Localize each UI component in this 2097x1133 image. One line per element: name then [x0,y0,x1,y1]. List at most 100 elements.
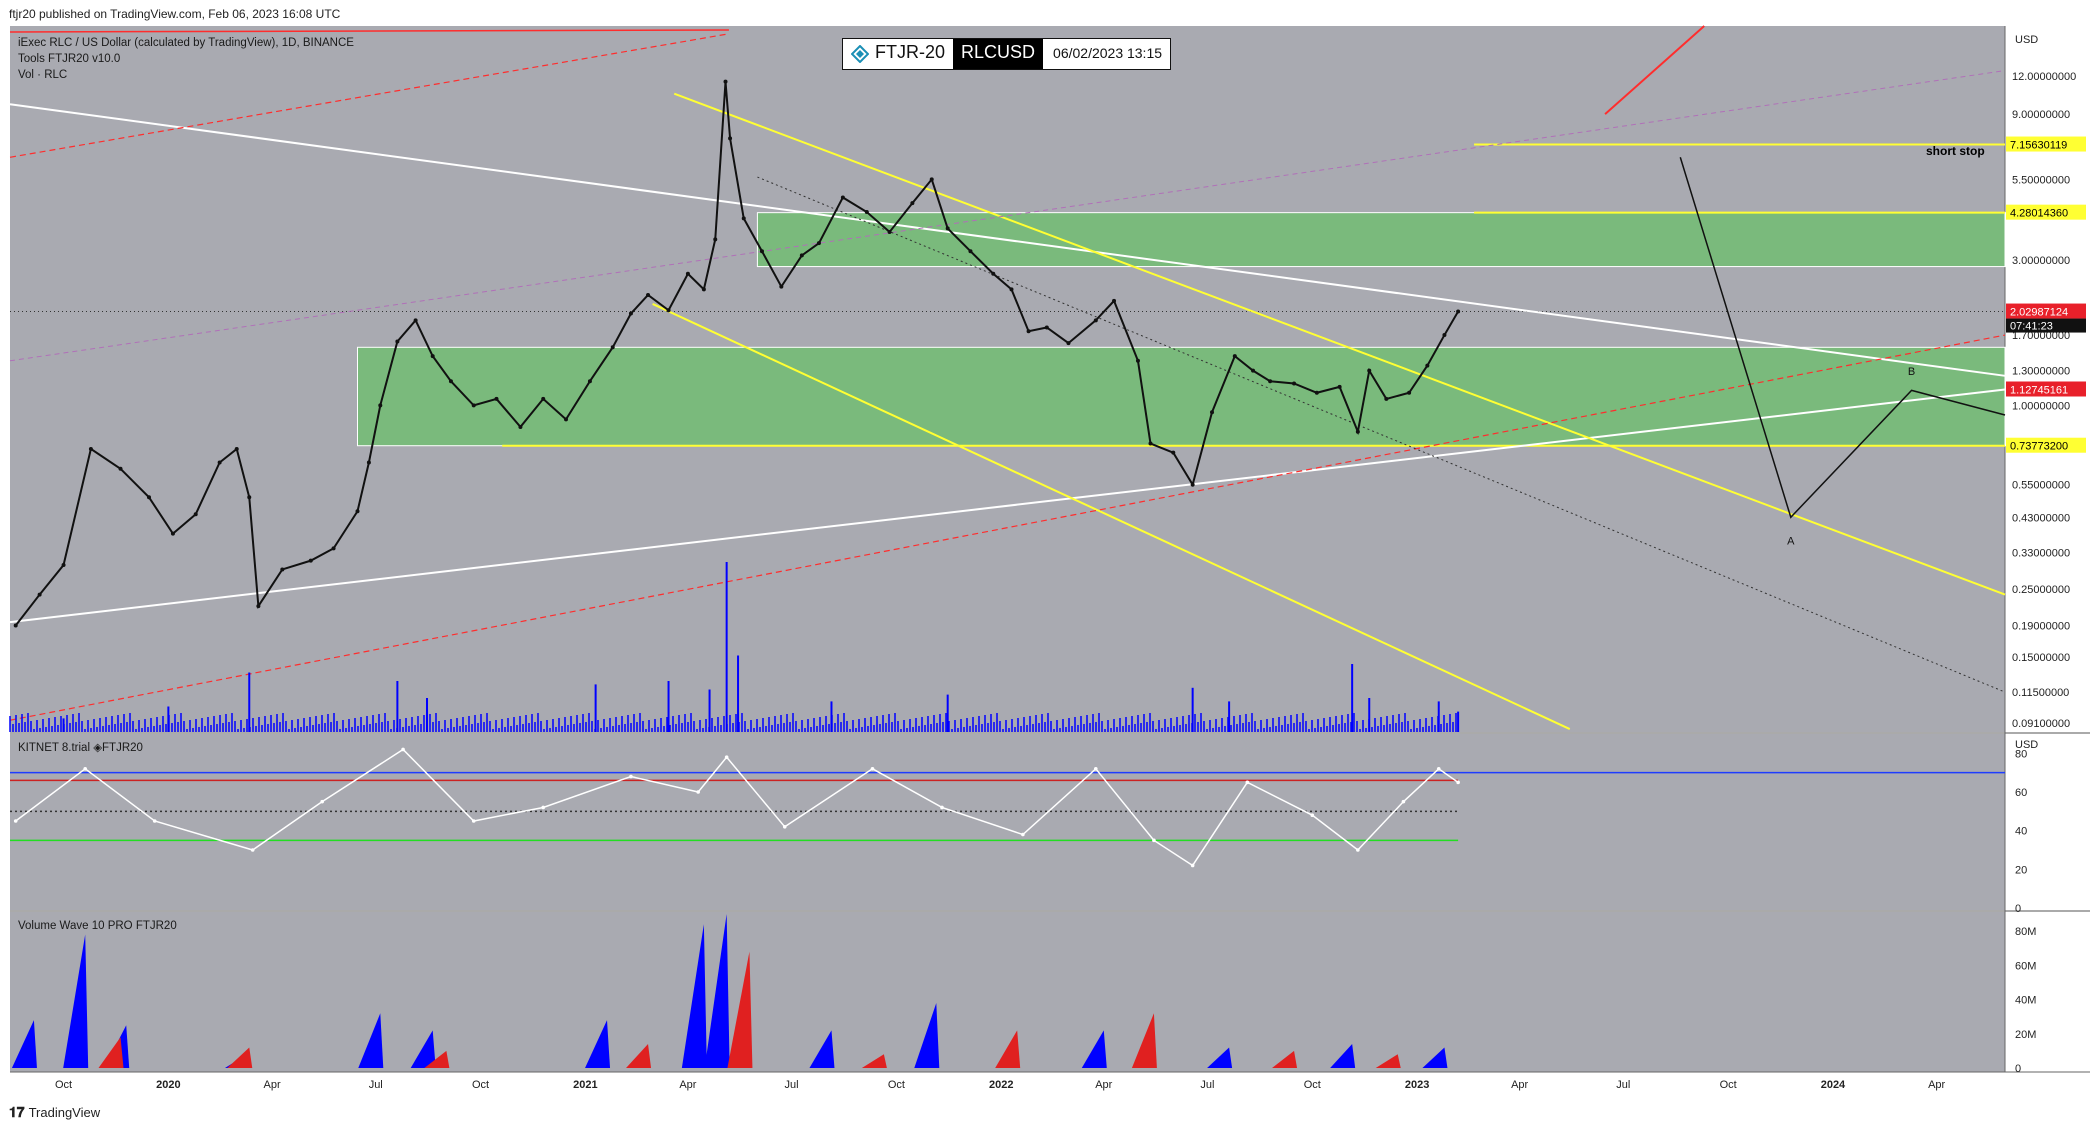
short-stop-note: short stop [1926,144,1985,158]
time-tick-label: 2020 [156,1079,180,1091]
price-point [378,403,383,408]
price-point [1337,384,1342,389]
price-point [61,562,66,567]
trendline-white [9,388,2006,624]
kitnet-point [629,774,633,779]
kitnet-point [1245,780,1250,785]
price-point [713,237,718,242]
price-tag-bg [2006,437,2086,453]
volwave-tick-label: 80M [2015,926,2036,938]
tradingview-logo-icon: 𝟏𝟕 [9,1104,25,1120]
volume-wave-bar [704,914,730,1068]
price-point [610,345,615,350]
price-point [685,271,690,276]
badge-author: FTJR-20 [875,42,946,62]
price-tick-label: 0.15000000 [2012,652,2070,664]
price-point [1384,396,1389,401]
diamond-logo-icon [843,39,871,69]
price-legend[interactable]: iExec RLC / US Dollar (calculated by Tra… [18,35,354,83]
kitnet-unit-label: USD [2015,739,2038,751]
price-point [1093,318,1098,323]
volume-wave-bar [1422,1047,1448,1068]
price-point [646,292,651,297]
tradingview-footer[interactable]: 𝟏𝟕 TradingView [9,1104,100,1121]
price-point [280,567,285,572]
volume-wave-legend[interactable]: Volume Wave 10 PRO FTJR20 [18,920,177,932]
volume-wave-bar [1131,1013,1157,1068]
volwave-tick-label: 60M [2015,960,2036,972]
price-point [331,546,336,551]
price-tick-label: 12.00000000 [2012,71,2076,83]
time-tick-label: 2024 [1821,1079,1846,1091]
price-point [701,287,706,292]
price-point [1148,441,1153,446]
price-tag-bg [2006,136,2086,152]
price-point [37,592,42,597]
volume-wave-bar [1081,1030,1107,1068]
price-point [193,512,198,517]
time-tick-label: Apr [1095,1079,1112,1091]
price-point [779,284,784,289]
price-tag-label: 2.02987124 [2010,307,2068,319]
price-point [217,460,222,465]
kitnet-point [1152,838,1156,843]
volume-wave-bar [98,1037,124,1068]
price-point [118,466,123,471]
countdown-bg [2006,318,2086,333]
time-tick-label: Apr [1511,1079,1528,1091]
price-tick-label: 0.33000000 [2012,547,2070,559]
legend-volume-line[interactable]: Vol · RLC [18,69,68,81]
price-tag-bg [2006,204,2086,220]
time-tick-label: Oct [55,1079,72,1091]
ath-line [9,29,729,33]
volume-bar [737,655,740,732]
price-point [256,604,261,609]
price-tag-label: 7.15630119 [2010,140,2067,152]
price-tag-label: 4.28014360 [2010,208,2068,220]
kitnet-point [541,805,546,810]
legend-tools-line[interactable]: Tools FTJR20 v10.0 [18,53,121,65]
kitnet-legend[interactable]: KITNET 8.trial ◈FTJR20 [18,742,143,754]
price-point [1009,287,1014,292]
kitnet-point [870,767,875,771]
price-tag-bg [2006,303,2086,319]
price-point [1026,329,1031,334]
price-point [587,379,592,384]
volume-wave-bar [227,1047,253,1068]
price-point [799,253,804,258]
price-point [147,495,152,500]
price-point [1425,363,1430,368]
price-point [247,495,252,500]
price-point [355,509,360,514]
legend-symbol-line[interactable]: iExec RLC / US Dollar (calculated by Tra… [18,37,354,49]
volwave-pane-bg [10,912,2005,1072]
wave-label-A: A [1787,536,1795,548]
kitnet-pane-bg [10,734,2005,910]
price-point [413,318,418,323]
axis-layer: 80 60 40 20 0 USD 80M 60M 40M 20M 0 12.00000000 9.00… [55,34,2086,1091]
time-tick-label: Oct [888,1079,905,1091]
volume-wave-bar [11,1020,37,1068]
price-point [448,379,453,384]
volume-wave-bar [358,1013,384,1068]
price-point [430,354,435,359]
volume-wave-bar [1207,1047,1233,1068]
price-point [1407,390,1412,395]
price-point [395,339,400,344]
price-point [910,201,915,206]
kitnet-point [1021,832,1025,837]
kitnet-point [940,805,944,810]
price-point [1442,333,1447,338]
volume-bar [248,672,251,732]
price-point [541,396,546,401]
kitnet-point [1436,767,1441,771]
volume-wave-bar [1330,1044,1356,1068]
price-tag-label: 1.12745161 [2010,384,2068,396]
volume-bar [946,694,949,732]
time-tick-label: Jul [1616,1079,1630,1091]
volume-wave-bar [626,1044,652,1068]
price-point [723,79,728,84]
price-point [1292,381,1297,386]
kitnet-point [696,790,700,794]
